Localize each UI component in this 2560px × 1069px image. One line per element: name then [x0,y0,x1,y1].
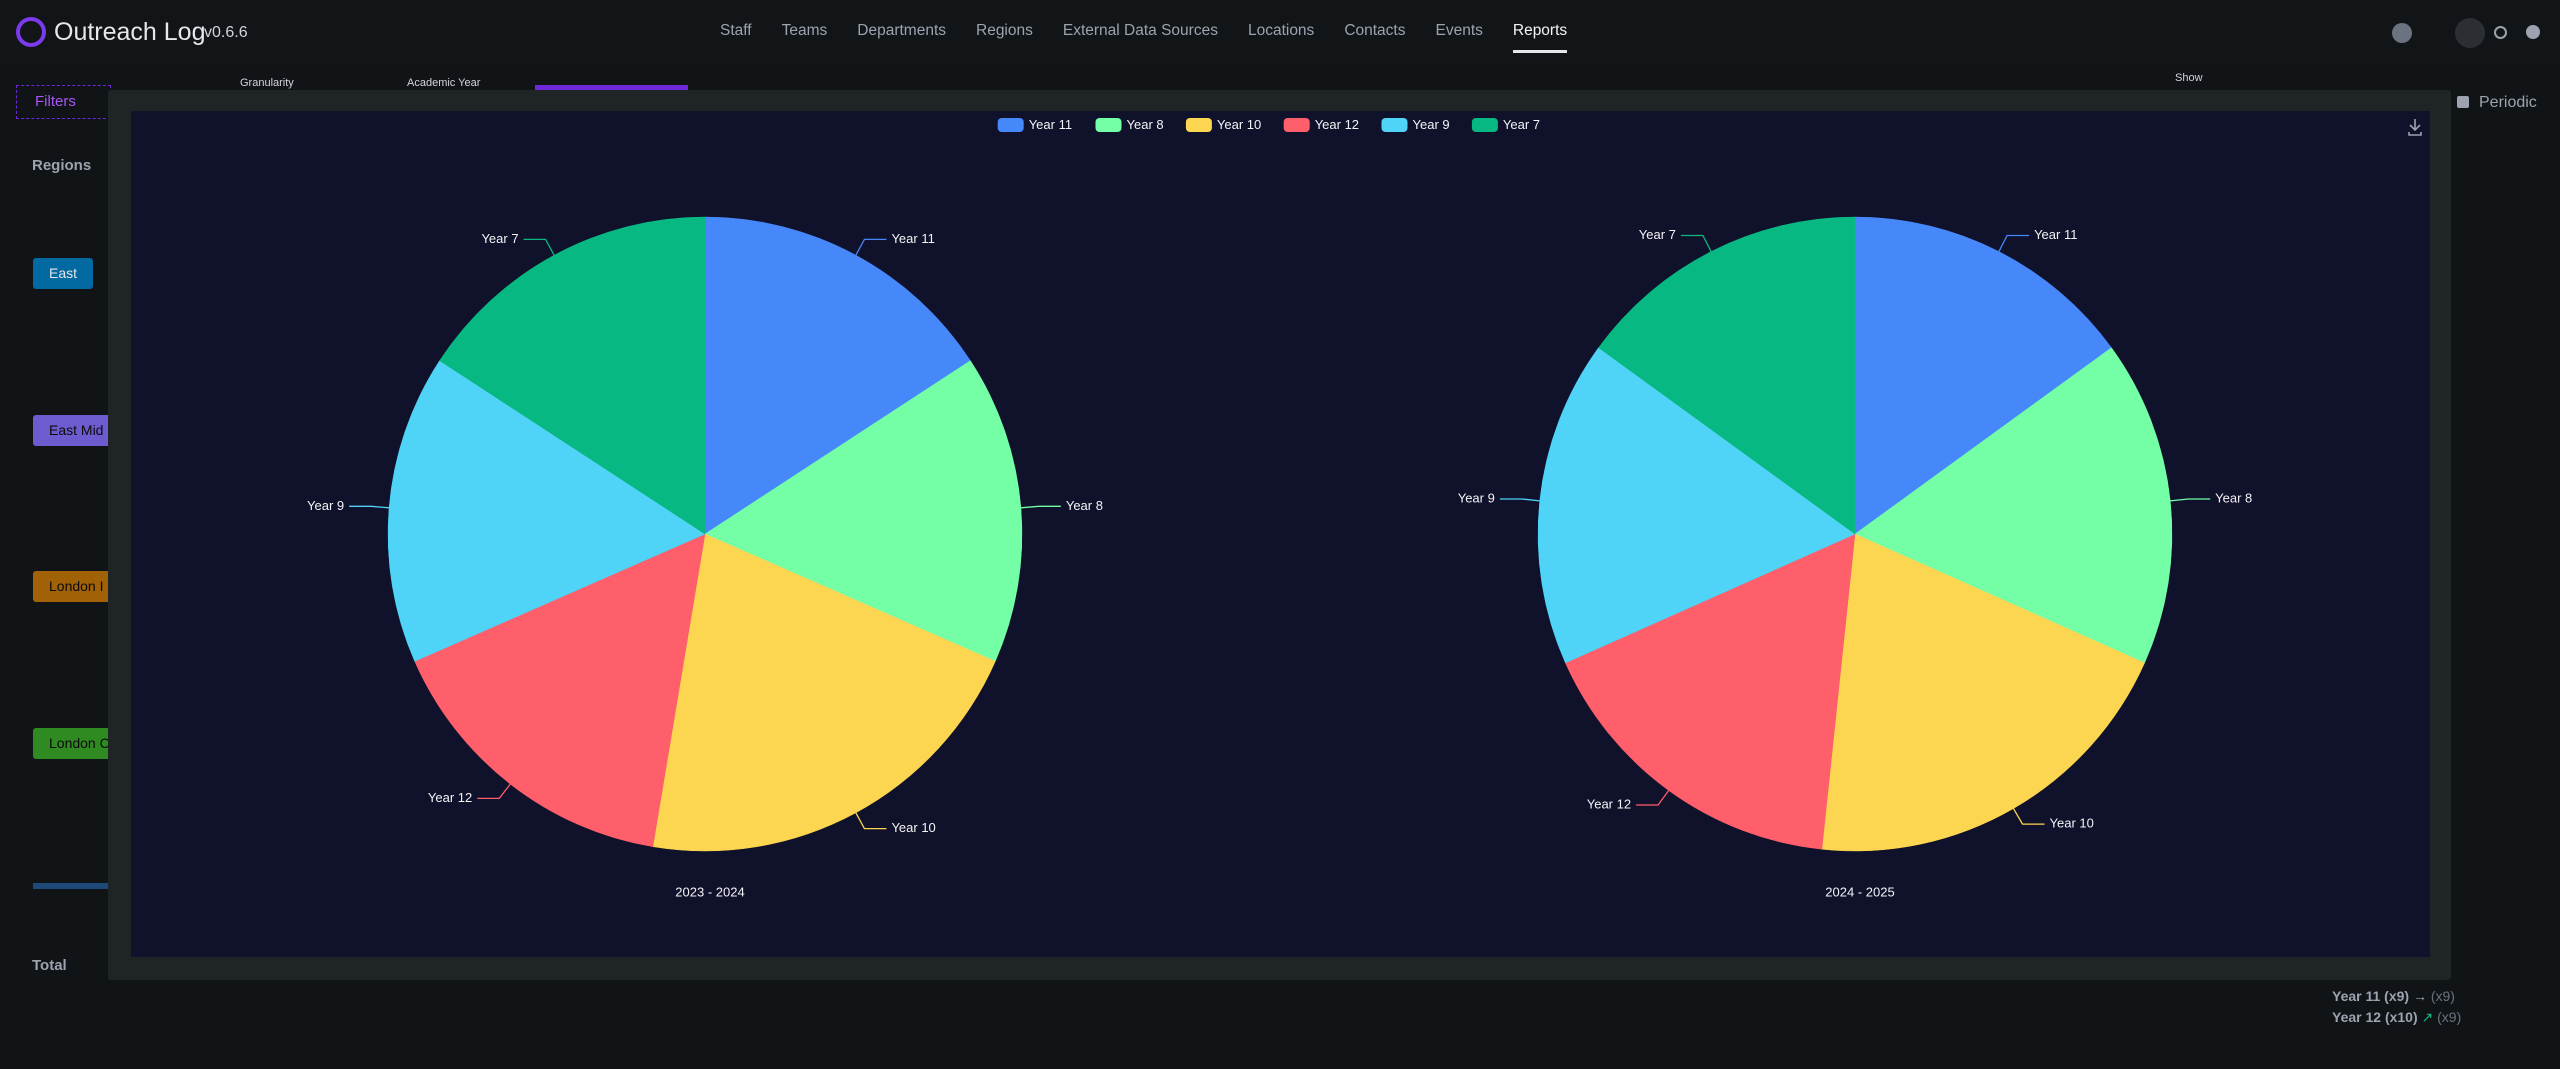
note-row: Year 11 (x9) → (x9) [2332,988,2455,1004]
legend-swatch [1095,118,1122,132]
legend-swatch [997,118,1024,132]
nav-item[interactable]: Locations [1247,22,1315,39]
slice-label: Year 10 [891,820,935,835]
legend-swatch [1185,118,1212,132]
slice-label: Year 10 [2050,816,2094,831]
app-name[interactable]: Outreach Log [54,18,206,46]
note-row: Year 12 (x10) ↗ (x9) [2332,1009,2461,1026]
pie-slice [1598,216,1856,535]
granularity-label: Granularity [240,77,294,89]
label-line [1998,234,2030,252]
periodic-icon [2457,96,2469,108]
pie-slice [1854,216,2112,535]
note-label: Year 11 (x9) [2332,988,2410,1004]
show-label: Show [2175,72,2203,84]
nav-item[interactable]: Reports [1512,22,1568,53]
pie-slice [1537,347,1856,664]
region-chip [33,883,113,889]
nav-item[interactable]: Staff [720,22,752,39]
legend-label: Year 7 [1503,117,1540,132]
academic-year-label: Academic Year [407,77,481,89]
legend-swatch [1283,118,1310,132]
nav: Staff Teams Departments Regions External Dat… [720,22,1568,53]
total-label: Total [32,957,67,974]
slice-label: Year 8 [2215,490,2252,505]
region-chip[interactable]: East Mid [33,415,120,446]
chart-title: 2023 - 2024 [675,884,744,899]
nav-item[interactable]: Events [1435,22,1483,39]
label-line [349,505,390,509]
slice-label: Year 9 [1458,490,1495,505]
label-line [523,238,555,256]
slice-label: Year 11 [891,231,934,246]
legend-swatch [1471,118,1498,132]
periodic-button[interactable]: Periodic [2479,94,2537,111]
label-line [855,238,887,256]
label-line [2012,808,2045,825]
label-line [1636,790,1670,806]
slice-label: Year 12 [1587,796,1631,811]
nav-item[interactable]: External Data Sources [1062,22,1218,39]
selector[interactable] [535,85,688,90]
trend-icon: → [2412,988,2427,1004]
legend-label: Year 11 [1029,117,1072,132]
label-line [1020,505,1061,509]
legend-label: Year 12 [1315,117,1359,132]
filters-button[interactable]: Filters [16,85,111,119]
download-icon[interactable] [2408,119,2422,136]
note-previous: (x9) [2430,988,2455,1004]
display-toggle[interactable] [2455,18,2485,48]
chart-title: 2024 - 2025 [1825,884,1894,899]
chart: Year 11 Year 8 Year 10 Year 12 Year 9 Year 7 Y… [131,111,2430,957]
slice-label: Year 8 [1066,498,1103,513]
legend-swatch [1381,118,1408,132]
top-bar: Outreach Log v0.6.6 Staff Teams Department… [0,0,2560,66]
note-previous: (x9) [2437,1009,2462,1025]
version: v0.6.6 [204,24,248,41]
light-toggle[interactable] [2494,26,2507,39]
slice-label: Year 7 [481,231,518,246]
pie-slice [652,533,996,852]
logo[interactable] [16,17,46,47]
label-line [2170,498,2211,502]
nav-item[interactable]: Contacts [1344,22,1406,39]
label-line [1499,498,1540,502]
nav-item[interactable]: Teams [781,22,828,39]
region-chip[interactable]: East [33,258,94,289]
chart-modal: Year 11 Year 8 Year 10 Year 12 Year 9 Year 7 Y… [108,90,2451,980]
nav-item[interactable]: Departments [857,22,946,39]
nav-item[interactable]: Regions [976,22,1033,39]
slice-label: Year 9 [307,498,344,513]
regions-header[interactable]: Regions [32,157,92,174]
pie-slice [1565,533,1856,850]
slice-label: Year 12 [428,790,472,805]
label-line [1680,234,1712,252]
label-line [477,783,511,800]
label-line [855,812,887,830]
slice-label: Year 11 [2034,227,2077,242]
pie-slice [1821,533,2145,852]
user-icon[interactable] [2392,23,2412,43]
pie-slice [1854,347,2173,664]
slice-label: Year 7 [1639,227,1676,242]
legend-label: Year 8 [1127,117,1164,132]
note-label: Year 12 (x10) [2332,1009,2418,1025]
trend-icon: ↗ [2421,1009,2434,1025]
legend-label: Year 9 [1413,117,1450,132]
region-chip[interactable]: London I [33,571,120,602]
legend-label: Year 10 [1217,117,1261,132]
dark-toggle[interactable] [2526,25,2540,39]
